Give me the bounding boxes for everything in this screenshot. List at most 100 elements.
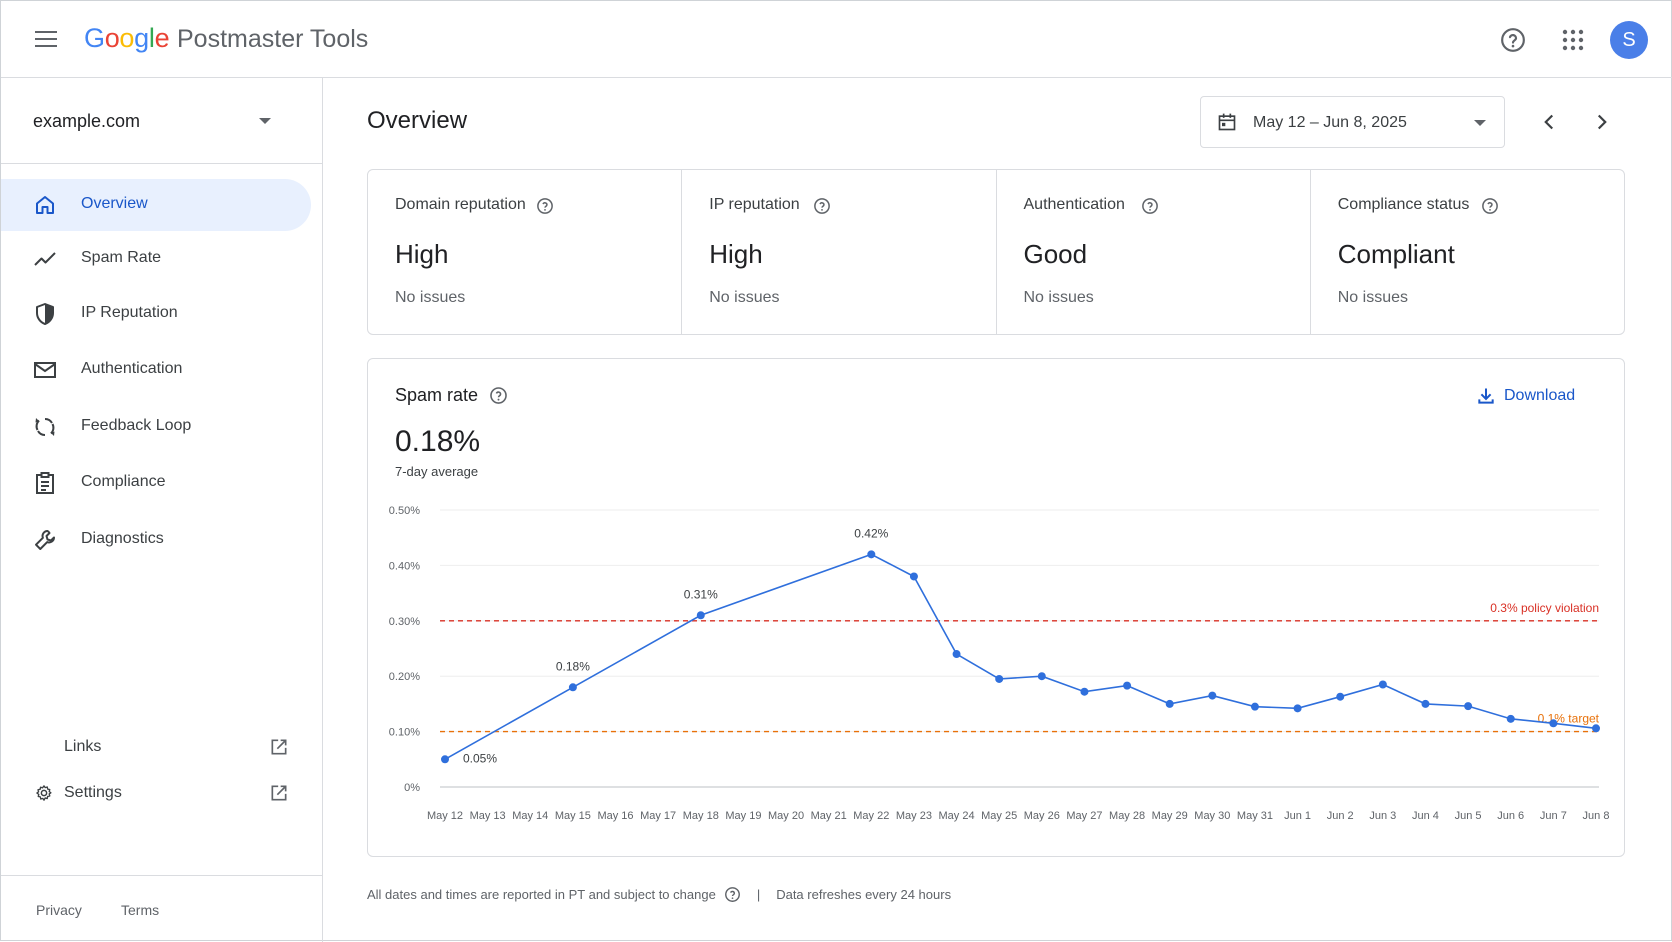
x-tick-label: Jun 1 xyxy=(1284,810,1311,822)
card-value: High xyxy=(395,239,449,269)
data-point xyxy=(1123,681,1132,690)
help-icon[interactable] xyxy=(813,197,831,215)
x-tick-label: May 13 xyxy=(470,810,506,822)
data-point xyxy=(1506,714,1515,723)
x-tick-label: May 31 xyxy=(1237,810,1273,822)
data-point xyxy=(1336,692,1345,701)
card-domain-reputation[interactable]: Domain reputation High No issues xyxy=(368,170,683,334)
card-title: Domain reputation xyxy=(395,196,526,213)
sidebar-item-spam-rate[interactable]: Spam Rate xyxy=(1,233,311,285)
y-tick-label: 0.10% xyxy=(389,727,420,739)
spam-rate-card: Spam rate Download 0.18% 7-day average 0… xyxy=(367,358,1625,857)
help-icon[interactable] xyxy=(489,386,508,405)
data-point xyxy=(1378,680,1387,689)
x-tick-label: May 18 xyxy=(683,810,719,822)
data-point xyxy=(1165,699,1174,708)
card-title: Compliance status xyxy=(1337,196,1470,213)
data-point xyxy=(1592,724,1600,733)
sidebar-item-compliance[interactable]: Compliance xyxy=(1,457,311,509)
spam-rate-avg-label: 7-day average xyxy=(395,464,479,479)
x-tick-label: Jun 6 xyxy=(1497,810,1524,822)
x-tick-label: May 20 xyxy=(768,810,804,822)
spam-rate-value: 0.18% xyxy=(395,425,481,458)
sidebar-item-diagnostics[interactable]: Diagnostics xyxy=(1,514,311,566)
dropdown-caret-icon xyxy=(1474,120,1486,126)
account-avatar[interactable]: S xyxy=(1610,21,1648,59)
hamburger-icon xyxy=(35,31,57,33)
settings-gear-icon xyxy=(36,785,52,801)
card-authentication[interactable]: Authentication Good No issues xyxy=(997,170,1311,334)
x-tick-label: Jun 2 xyxy=(1327,810,1354,822)
data-label: 0.05% xyxy=(463,751,497,765)
data-point xyxy=(1421,699,1430,708)
x-tick-label: May 25 xyxy=(981,810,1017,822)
x-tick-label: May 17 xyxy=(640,810,676,822)
data-label: 0.31% xyxy=(684,587,718,601)
footnote-separator: | xyxy=(756,887,761,902)
date-range-text: May 12 – Jun 8, 2025 xyxy=(1253,114,1407,131)
spam-rate-title: Spam rate xyxy=(395,385,479,405)
x-tick-label: May 24 xyxy=(939,810,975,822)
data-point xyxy=(1293,704,1302,713)
y-tick-label: 0.20% xyxy=(389,671,420,683)
domain-label: example.com xyxy=(33,111,141,131)
x-tick-label: May 15 xyxy=(555,810,591,822)
card-status: No issues xyxy=(1023,289,1094,306)
open-in-new-icon xyxy=(271,739,287,755)
data-point xyxy=(441,755,449,764)
card-compliance-status[interactable]: Compliance status Compliant No issues xyxy=(1311,170,1624,334)
settings-link[interactable]: Settings xyxy=(33,777,289,809)
data-point xyxy=(1250,702,1259,711)
domain-selector[interactable]: example.com xyxy=(1,78,322,164)
main-menu-button[interactable] xyxy=(31,26,61,54)
x-tick-label: May 30 xyxy=(1194,810,1230,822)
card-ip-reputation[interactable]: IP reputation High No issues xyxy=(682,170,997,334)
help-icon[interactable] xyxy=(1481,197,1499,215)
threshold-label: 0.1% target xyxy=(1538,712,1600,726)
footnote-timezone: All dates and times are reported in PT a… xyxy=(367,887,716,902)
x-tick-label: Jun 5 xyxy=(1455,810,1482,822)
x-tick-label: May 19 xyxy=(725,810,761,822)
help-icon[interactable] xyxy=(724,886,741,903)
help-icon[interactable] xyxy=(536,197,554,215)
terms-link[interactable]: Terms xyxy=(121,902,160,918)
data-point xyxy=(867,550,876,559)
links-link[interactable]: Links xyxy=(33,731,289,763)
privacy-link[interactable]: Privacy xyxy=(36,902,82,918)
data-point xyxy=(1549,719,1558,728)
home-icon xyxy=(36,196,54,214)
sidebar-item-authentication[interactable]: Authentication xyxy=(1,344,311,396)
clipboard-icon xyxy=(36,472,54,494)
x-tick-label: May 14 xyxy=(512,810,548,822)
threshold-label: 0.3% policy violation xyxy=(1490,601,1599,615)
card-status: No issues xyxy=(709,289,780,306)
data-label: 0.18% xyxy=(556,659,590,673)
data-point xyxy=(1464,702,1473,711)
help-icon[interactable] xyxy=(1500,27,1526,53)
footnote: All dates and times are reported in PT a… xyxy=(367,886,951,903)
card-value: Compliant xyxy=(1337,239,1455,269)
card-status: No issues xyxy=(395,289,466,306)
sidebar-item-feedback-loop[interactable]: Feedback Loop xyxy=(1,401,311,453)
x-tick-label: May 26 xyxy=(1024,810,1060,822)
x-tick-label: Jun 4 xyxy=(1412,810,1439,822)
card-status: No issues xyxy=(1337,289,1408,306)
calendar-icon xyxy=(1218,113,1236,131)
shield-icon xyxy=(36,303,54,325)
apps-grid-icon[interactable] xyxy=(1561,28,1585,52)
help-icon[interactable] xyxy=(1141,197,1159,215)
x-tick-label: May 22 xyxy=(853,810,889,822)
date-range-picker[interactable]: May 12 – Jun 8, 2025 xyxy=(1200,96,1505,148)
next-period-icon[interactable] xyxy=(1589,109,1615,135)
sidebar-item-ip-reputation[interactable]: IP Reputation xyxy=(1,288,311,340)
x-tick-label: May 28 xyxy=(1109,810,1145,822)
data-point xyxy=(568,683,577,692)
data-point xyxy=(1208,691,1217,700)
data-point xyxy=(1080,687,1089,696)
previous-period-icon[interactable] xyxy=(1536,109,1562,135)
sidebar-item-overview[interactable]: Overview xyxy=(1,179,311,231)
data-point xyxy=(909,572,918,581)
x-tick-label: Jun 7 xyxy=(1540,810,1567,822)
page-title: Overview xyxy=(367,107,468,134)
